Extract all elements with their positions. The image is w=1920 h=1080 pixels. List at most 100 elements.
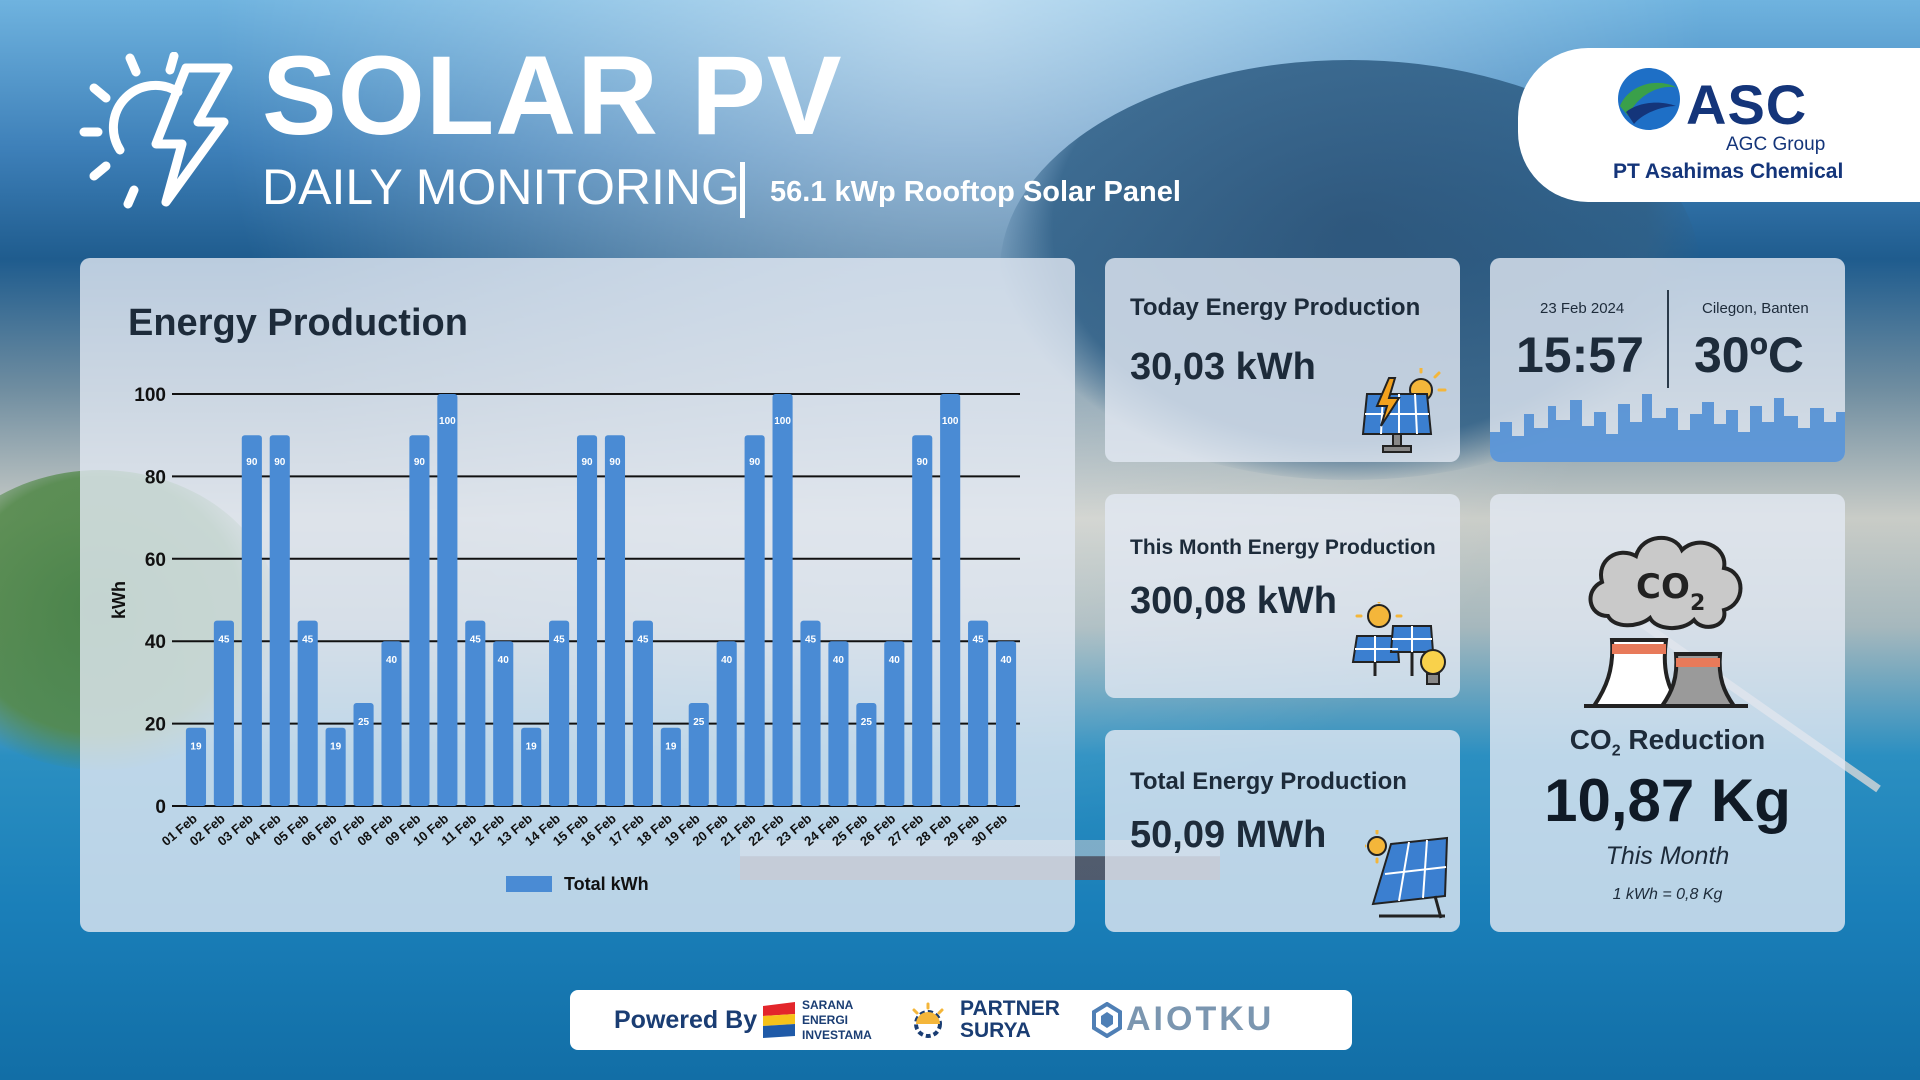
city-skyline-icon (1490, 394, 1845, 462)
bar (549, 620, 570, 806)
bar (325, 727, 346, 806)
co2-reduction-card: CO 2 CO2 Reduction 10,87 Kg This Month 1… (1490, 494, 1845, 932)
bar-value-label: 90 (246, 457, 258, 468)
bar-value-label: 25 (693, 717, 705, 728)
bar-value-label: 19 (526, 742, 538, 753)
bar (688, 703, 709, 806)
co2-reduction-label: CO2 Reduction (1490, 724, 1845, 761)
bar-value-label: 25 (358, 717, 370, 728)
bar-value-label: 45 (470, 635, 482, 646)
bar-value-label: 40 (889, 655, 901, 666)
y-tick-label: 20 (145, 715, 166, 736)
solar-panel-lightning-icon (1361, 368, 1447, 453)
today-energy-title: Today Energy Production (1130, 294, 1421, 321)
bar-value-label: 40 (498, 655, 510, 666)
bar-value-label: 45 (554, 635, 566, 646)
bar (632, 620, 653, 806)
bar-value-label: 90 (581, 457, 593, 468)
legend-swatch (506, 876, 552, 892)
page-subtitle: DAILY MONITORING (262, 159, 740, 215)
title-separator (740, 162, 745, 218)
bar-value-label: 19 (330, 742, 342, 753)
bar (381, 641, 402, 806)
bar (213, 620, 234, 806)
month-energy-card: This Month Energy Production 300,08 kWh (1105, 494, 1460, 698)
powered-by-label: Powered By (614, 1006, 758, 1034)
asc-globe-logo-icon (1618, 68, 1680, 130)
y-tick-label: 0 (155, 797, 166, 818)
temperature: 30ºC (1694, 327, 1804, 383)
svg-text:2: 2 (1690, 591, 1705, 616)
bar (297, 620, 318, 806)
current-date: 23 Feb 2024 (1540, 300, 1625, 317)
co2-period: This Month (1605, 842, 1730, 870)
bar (660, 727, 681, 806)
bar-value-label: 45 (805, 635, 817, 646)
brand-group: AGC Group (1726, 134, 1826, 155)
total-energy-value: 50,09 MWh (1130, 814, 1327, 856)
co2-reduction-value: 10,87 Kg (1544, 767, 1791, 834)
total-energy-title: Total Energy Production (1130, 768, 1407, 795)
solar-panel-sun-icon (1365, 830, 1449, 919)
bar-value-label: 45 (637, 635, 649, 646)
y-axis-label: kWh (109, 581, 129, 619)
bar (856, 703, 877, 806)
bar-value-label: 90 (917, 457, 929, 468)
sarana-energi-logo-icon (763, 1002, 795, 1038)
bar-value-label: 90 (749, 457, 761, 468)
bar (716, 641, 737, 806)
bar (968, 620, 989, 806)
system-description: 56.1 kWp Rooftop Solar Panel (770, 176, 1181, 208)
powered-by-bar: Powered By SARANA ENERGI INVESTAMA PARTN… (570, 990, 1352, 1050)
datetime-weather-card: 23 Feb 2024 Cilegon, Banten 15:57 30ºC (1490, 258, 1845, 462)
bar (185, 727, 207, 806)
bar-value-label: 100 (942, 416, 959, 427)
brand-name: ASC (1686, 73, 1808, 136)
bar (912, 435, 933, 806)
bar (353, 703, 374, 806)
solar-panels-bulb-icon (1351, 602, 1446, 685)
bar-value-label: 90 (274, 457, 286, 468)
bar (521, 727, 542, 806)
bar (465, 620, 486, 806)
partner-surya-gear-sun-icon (912, 1002, 944, 1038)
y-tick-label: 40 (145, 632, 166, 653)
current-time: 15:57 (1516, 327, 1644, 383)
bar (800, 620, 821, 806)
legend-label: Total kWh (564, 874, 649, 894)
page-title: SOLAR PV (262, 33, 843, 158)
bar (241, 435, 262, 806)
total-energy-card: Total Energy Production 50,09 MWh (1105, 730, 1460, 932)
bar (995, 641, 1017, 806)
bar-value-label: 40 (1000, 655, 1012, 666)
bar (744, 435, 765, 806)
bar (772, 394, 793, 806)
bar-value-label: 45 (302, 635, 314, 646)
bar (604, 435, 626, 806)
partner-aiotku: AIOTKU (1126, 1000, 1275, 1038)
brand-panel: ASC AGC Group PT Asahimas Chemical (1518, 48, 1920, 202)
bar-value-label: 90 (414, 457, 426, 468)
bar (940, 394, 961, 806)
co2-conversion-note: 1 kWh = 0,8 Kg (1612, 886, 1723, 903)
chart-title: Energy Production (128, 302, 468, 344)
today-energy-card: Today Energy Production 30,03 kWh (1105, 258, 1460, 462)
bar-value-label: 100 (439, 416, 456, 427)
bar (576, 435, 598, 806)
bar-value-label: 40 (833, 655, 845, 666)
brand-company: PT Asahimas Chemical (1613, 160, 1844, 183)
clock-divider (1667, 290, 1669, 388)
co2-label-subscript: 2 (1611, 742, 1621, 760)
bar-value-label: 45 (218, 635, 230, 646)
bar-value-label: 40 (721, 655, 733, 666)
y-tick-label: 80 (145, 467, 166, 488)
location: Cilegon, Banten (1702, 300, 1809, 317)
month-energy-value: 300,08 kWh (1130, 580, 1337, 622)
co2-label-prefix: CO (1569, 724, 1612, 755)
bar (493, 641, 514, 806)
co2-label-suffix: Reduction (1620, 724, 1766, 755)
partner-sarana-energi: SARANA ENERGI INVESTAMA (802, 998, 872, 1042)
bar-value-label: 90 (609, 457, 621, 468)
bar (828, 641, 849, 806)
